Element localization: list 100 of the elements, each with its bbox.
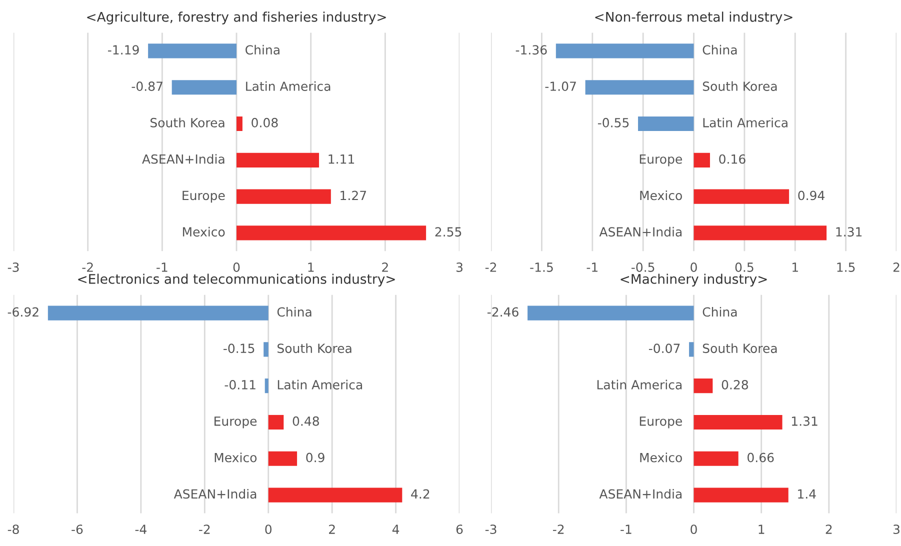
chart-title: <Agriculture, forestry and fisheries industry> bbox=[87, 12, 386, 24]
x-tick-label: 0 bbox=[265, 524, 272, 534]
x-tick-label: 2 bbox=[826, 524, 832, 534]
chart-title: <Electronics and telecommunications industry> bbox=[78, 274, 395, 286]
y-tick-label: Latin America bbox=[246, 81, 330, 91]
bar bbox=[694, 414, 782, 430]
x-tick-label: -4 bbox=[135, 524, 146, 534]
y-tick-label: ASEAN+India bbox=[599, 226, 682, 237]
x-tick-label: 4 bbox=[392, 524, 400, 534]
x-tick-label: -2 bbox=[485, 262, 496, 272]
x-tick-label: -0.5 bbox=[632, 262, 654, 272]
data-label: -0.15 bbox=[224, 344, 254, 354]
data-label: 1.11 bbox=[328, 154, 354, 164]
y-tick-label: Latin America bbox=[597, 380, 682, 390]
bar bbox=[268, 488, 402, 502]
data-label: 0.48 bbox=[292, 416, 319, 426]
x-tick-label: 3 bbox=[893, 524, 900, 534]
data-label: 0.66 bbox=[748, 452, 774, 462]
y-tick-label: Europe bbox=[640, 154, 682, 166]
data-label: 0.28 bbox=[722, 380, 748, 390]
y-tick-label: Mexico bbox=[182, 226, 225, 237]
data-label: 0.9 bbox=[306, 452, 324, 462]
data-label: -1.07 bbox=[545, 82, 576, 91]
data-label: 2.55 bbox=[435, 227, 462, 237]
y-tick-label: Mexico bbox=[214, 452, 257, 462]
data-label: 1.31 bbox=[792, 416, 818, 426]
bar bbox=[264, 342, 268, 357]
bar bbox=[236, 116, 242, 132]
x-tick-label: -6 bbox=[72, 524, 83, 534]
chart-title: <Non-ferrous metal industry> bbox=[595, 12, 792, 24]
x-tick-label: 0 bbox=[233, 262, 240, 272]
data-label: -0.07 bbox=[648, 344, 680, 354]
data-label: -0.11 bbox=[224, 380, 256, 390]
x-tick-label: 1.5 bbox=[837, 262, 855, 272]
data-label: -1.19 bbox=[108, 45, 139, 55]
y-tick-label: ASEAN+India bbox=[174, 488, 256, 499]
y-tick-label: Mexico bbox=[640, 452, 682, 462]
y-tick-label: South Korea bbox=[702, 81, 777, 91]
y-tick-label: China bbox=[277, 306, 312, 317]
bar bbox=[48, 306, 268, 320]
x-tick-label: -1 bbox=[586, 262, 598, 272]
y-tick-label: Latin America bbox=[703, 118, 788, 128]
y-tick-label: China bbox=[246, 44, 280, 55]
data-label: -0.87 bbox=[132, 82, 162, 91]
x-tick-label: -2 bbox=[199, 524, 210, 534]
bar bbox=[694, 488, 788, 502]
x-tick-label: -3 bbox=[8, 262, 19, 272]
x-tick-label: -3 bbox=[485, 524, 496, 534]
bar bbox=[694, 226, 827, 240]
data-label: 1.27 bbox=[340, 190, 366, 200]
x-tick-label: 1 bbox=[758, 524, 764, 534]
data-label: 0.94 bbox=[798, 190, 825, 200]
bar bbox=[236, 189, 331, 204]
x-tick-label: -8 bbox=[8, 524, 19, 534]
y-tick-label: Europe bbox=[640, 416, 682, 428]
bar bbox=[148, 44, 237, 58]
bar bbox=[694, 152, 710, 168]
x-tick-label: 3 bbox=[456, 262, 462, 272]
y-tick-label: Europe bbox=[214, 416, 257, 428]
y-tick-label: China bbox=[702, 306, 737, 317]
x-tick-label: 2 bbox=[329, 524, 335, 534]
x-tick-label: 1 bbox=[308, 262, 314, 272]
x-tick-label: 0.5 bbox=[735, 262, 754, 272]
y-tick-label: South Korea bbox=[278, 343, 352, 354]
x-tick-label: -1 bbox=[620, 524, 632, 534]
bar bbox=[172, 80, 237, 95]
data-label: 0.08 bbox=[252, 118, 278, 128]
bar bbox=[585, 80, 694, 95]
chart-title: <Machinery industry> bbox=[620, 274, 767, 286]
y-tick-label: Europe bbox=[182, 190, 225, 203]
x-tick-label: -2 bbox=[82, 262, 93, 272]
y-tick-label: China bbox=[702, 44, 737, 55]
data-label: 1.31 bbox=[836, 227, 862, 237]
data-label: 4.2 bbox=[411, 489, 430, 498]
x-tick-label: 2 bbox=[382, 262, 388, 272]
data-label: -1.36 bbox=[516, 45, 547, 55]
x-tick-label: 0 bbox=[690, 524, 697, 534]
x-tick-label: 0 bbox=[690, 262, 697, 272]
y-tick-label: ASEAN+India bbox=[142, 154, 224, 164]
bar bbox=[556, 44, 694, 58]
y-tick-label: South Korea bbox=[702, 343, 777, 354]
y-tick-label: Latin America bbox=[278, 380, 362, 390]
y-tick-label: Mexico bbox=[640, 190, 682, 200]
bar bbox=[694, 378, 713, 394]
bar bbox=[236, 152, 320, 168]
bar bbox=[694, 451, 738, 466]
bar bbox=[236, 226, 426, 240]
x-tick-label: -1.5 bbox=[530, 262, 553, 272]
data-label: 0.16 bbox=[719, 154, 746, 164]
bar bbox=[268, 414, 284, 430]
bar bbox=[694, 189, 790, 204]
data-label: -6.92 bbox=[8, 307, 38, 317]
x-tick-label: -2 bbox=[553, 524, 564, 534]
data-label: -0.55 bbox=[598, 118, 629, 128]
bar bbox=[689, 342, 694, 357]
bar bbox=[638, 116, 694, 132]
x-tick-label: -1 bbox=[156, 262, 168, 272]
y-tick-label: South Korea bbox=[150, 118, 224, 128]
data-label: 1.4 bbox=[798, 489, 816, 498]
bar bbox=[528, 306, 694, 320]
